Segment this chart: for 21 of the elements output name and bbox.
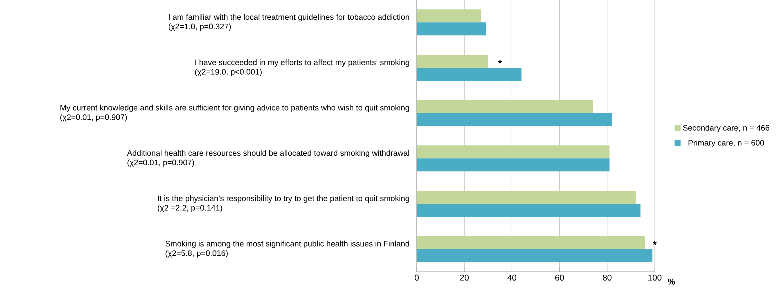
- x-tick-label: 100: [648, 274, 662, 281]
- annotation: *: [653, 241, 657, 246]
- bar: [417, 191, 636, 204]
- bar: [417, 236, 646, 250]
- bar: [417, 100, 594, 114]
- x-tick-label: 40: [508, 274, 517, 281]
- bar: [417, 113, 612, 126]
- bar: [417, 22, 486, 36]
- bar: [417, 55, 488, 68]
- x-tick-label: 20: [460, 274, 469, 281]
- bar: [417, 249, 653, 262]
- bar: [417, 10, 482, 23]
- bar: [417, 68, 522, 81]
- bar: [417, 204, 641, 218]
- bar: [417, 146, 610, 159]
- annotation: *: [498, 60, 502, 64]
- x-tick-label: 80: [603, 274, 612, 281]
- bar: [417, 158, 610, 172]
- x-tick-label: 0: [414, 274, 420, 281]
- x-tick-label: 60: [556, 274, 564, 281]
- x-axis-title: %: [668, 278, 676, 285]
